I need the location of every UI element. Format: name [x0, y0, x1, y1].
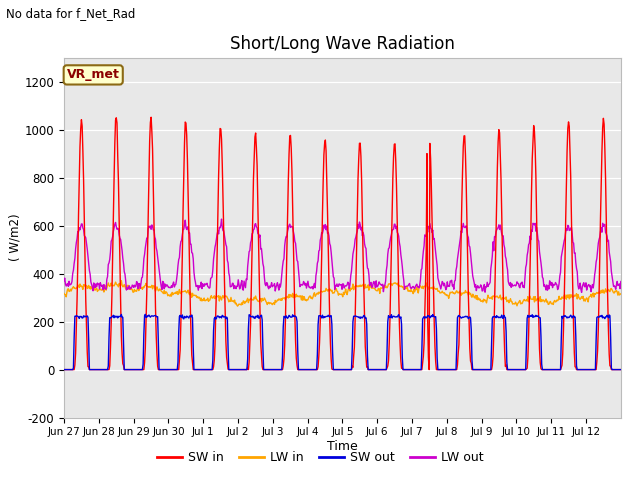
Text: VR_met: VR_met: [67, 68, 120, 82]
X-axis label: Time: Time: [327, 440, 358, 453]
Legend: SW in, LW in, SW out, LW out: SW in, LW in, SW out, LW out: [152, 446, 488, 469]
Text: No data for f_Net_Rad: No data for f_Net_Rad: [6, 7, 136, 20]
Title: Short/Long Wave Radiation: Short/Long Wave Radiation: [230, 35, 455, 53]
Y-axis label: ( W/m2): ( W/m2): [9, 214, 22, 262]
